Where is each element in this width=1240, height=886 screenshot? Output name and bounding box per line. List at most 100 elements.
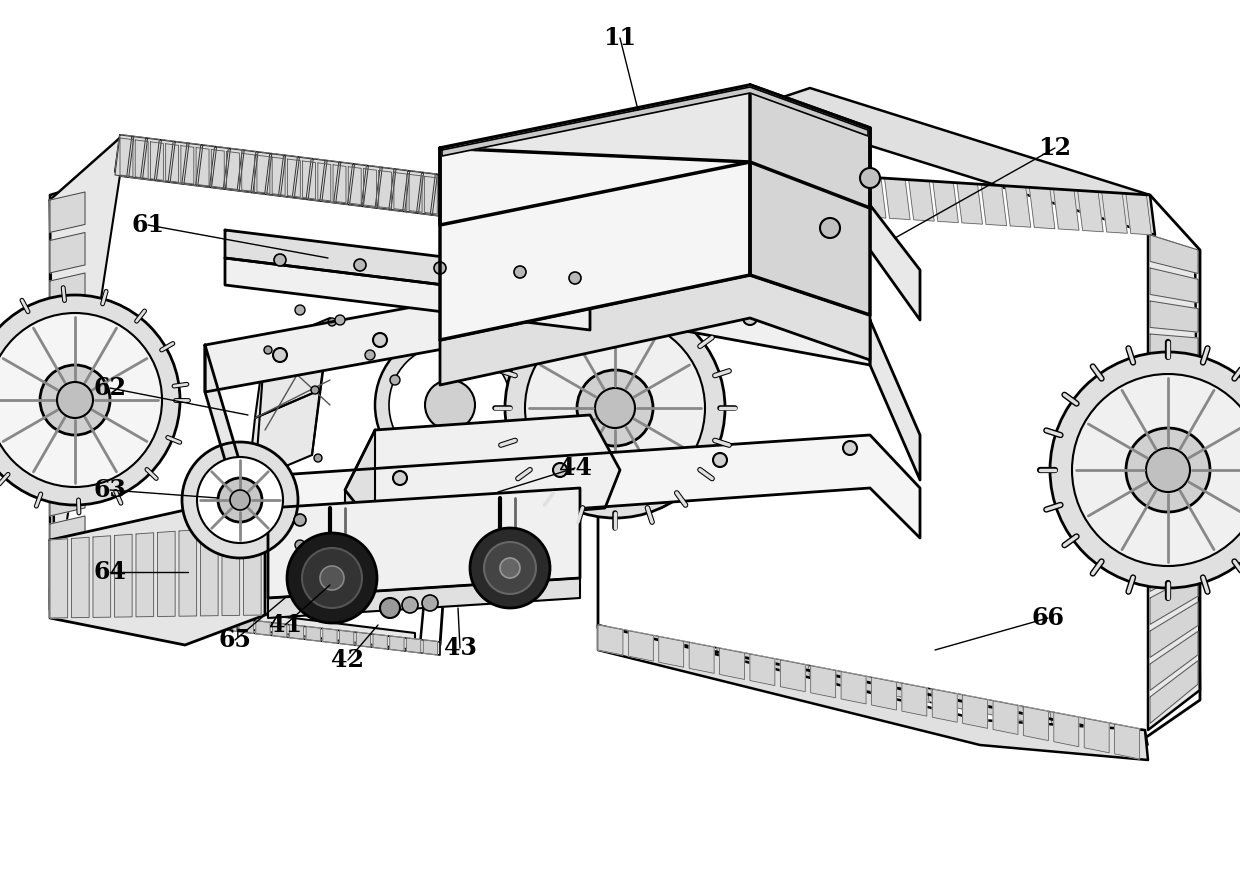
Polygon shape [1074, 716, 1096, 735]
Polygon shape [439, 178, 453, 216]
Polygon shape [363, 166, 381, 207]
Polygon shape [50, 394, 86, 435]
Circle shape [286, 533, 377, 623]
Polygon shape [780, 660, 805, 692]
Polygon shape [859, 675, 882, 693]
Circle shape [402, 597, 418, 613]
Polygon shape [336, 162, 352, 204]
Polygon shape [765, 657, 786, 674]
Circle shape [713, 453, 727, 467]
Circle shape [843, 318, 857, 332]
Polygon shape [1149, 632, 1198, 690]
Polygon shape [239, 151, 255, 192]
Circle shape [391, 375, 401, 385]
Polygon shape [198, 145, 215, 187]
Circle shape [484, 542, 536, 594]
Polygon shape [243, 525, 262, 615]
Circle shape [197, 457, 283, 543]
Polygon shape [188, 613, 203, 627]
Polygon shape [836, 671, 857, 688]
Circle shape [743, 311, 756, 325]
Circle shape [505, 298, 725, 518]
Polygon shape [267, 154, 284, 196]
Polygon shape [1054, 712, 1079, 747]
Polygon shape [1101, 192, 1127, 233]
Circle shape [182, 442, 298, 558]
Polygon shape [595, 88, 1154, 235]
Polygon shape [50, 539, 68, 618]
Circle shape [229, 490, 250, 510]
Polygon shape [222, 527, 239, 616]
Polygon shape [909, 180, 934, 222]
Circle shape [569, 272, 582, 284]
Polygon shape [932, 182, 959, 222]
Polygon shape [50, 192, 86, 232]
Polygon shape [932, 689, 957, 722]
Circle shape [422, 595, 438, 611]
Polygon shape [1149, 661, 1198, 723]
Polygon shape [239, 619, 253, 633]
Polygon shape [273, 623, 286, 637]
Polygon shape [689, 642, 714, 673]
Polygon shape [1115, 724, 1140, 759]
Polygon shape [884, 178, 910, 220]
Polygon shape [981, 184, 1007, 226]
Polygon shape [268, 488, 580, 598]
Polygon shape [404, 171, 422, 213]
Circle shape [843, 441, 857, 455]
Circle shape [373, 333, 387, 347]
Circle shape [218, 478, 262, 522]
Polygon shape [957, 183, 982, 224]
Polygon shape [55, 598, 69, 611]
Polygon shape [255, 621, 270, 635]
Circle shape [393, 471, 407, 485]
Polygon shape [1084, 719, 1109, 753]
Polygon shape [322, 628, 337, 643]
Circle shape [434, 262, 446, 274]
Polygon shape [50, 354, 86, 394]
Polygon shape [646, 634, 666, 651]
Text: 64: 64 [93, 560, 126, 584]
Polygon shape [1054, 189, 1079, 230]
Polygon shape [242, 153, 254, 191]
Polygon shape [334, 165, 346, 203]
Polygon shape [841, 672, 866, 703]
Polygon shape [205, 435, 920, 538]
Polygon shape [993, 701, 1018, 734]
Polygon shape [598, 625, 622, 655]
Polygon shape [115, 135, 465, 215]
Polygon shape [1149, 426, 1198, 460]
Polygon shape [629, 631, 653, 661]
Polygon shape [139, 608, 153, 621]
Polygon shape [740, 169, 765, 210]
Polygon shape [248, 390, 320, 482]
Polygon shape [667, 165, 693, 206]
Polygon shape [836, 175, 862, 216]
Circle shape [525, 318, 706, 498]
Circle shape [295, 305, 305, 315]
Polygon shape [870, 320, 920, 480]
Polygon shape [363, 168, 377, 206]
Polygon shape [115, 135, 131, 176]
Polygon shape [962, 695, 987, 728]
Polygon shape [205, 345, 246, 528]
Polygon shape [1149, 301, 1198, 332]
Polygon shape [1023, 707, 1048, 741]
Circle shape [320, 566, 343, 590]
Text: 11: 11 [604, 26, 636, 50]
Text: 42: 42 [331, 648, 365, 672]
Circle shape [365, 350, 374, 360]
Text: 43: 43 [444, 636, 476, 660]
Circle shape [1073, 374, 1240, 566]
Polygon shape [322, 160, 339, 202]
Polygon shape [268, 578, 580, 618]
Polygon shape [50, 510, 265, 645]
Polygon shape [348, 167, 361, 205]
Polygon shape [1148, 235, 1200, 730]
Polygon shape [1149, 572, 1198, 625]
Polygon shape [1149, 543, 1198, 591]
Circle shape [335, 315, 345, 325]
Polygon shape [440, 85, 870, 225]
Polygon shape [289, 625, 304, 639]
Circle shape [500, 558, 520, 578]
